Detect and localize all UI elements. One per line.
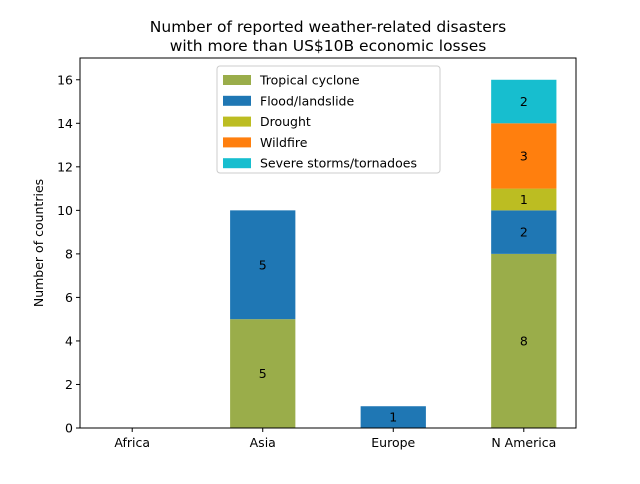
x-tick-label: N America — [491, 435, 556, 450]
y-tick-label: 10 — [57, 203, 73, 218]
legend-swatch — [223, 75, 251, 85]
legend-swatch — [223, 137, 251, 148]
chart-title-line-1: Number of reported weather-related disas… — [150, 18, 506, 36]
bar-segment — [230, 319, 296, 428]
legend-swatch — [223, 95, 251, 106]
bar-segment — [360, 406, 426, 428]
y-tick-label: 4 — [65, 333, 73, 348]
legend-entry-label: Tropical cyclone — [259, 73, 360, 88]
bar-value-label: 8 — [520, 333, 528, 348]
y-axis: 0 2 4 6 8 10 12 14 16 — [57, 72, 80, 436]
legend-swatch — [223, 116, 251, 127]
bar-segment — [230, 210, 296, 320]
x-axis: Africa Asia Europe N America — [114, 428, 556, 450]
x-tick-label: Africa — [114, 435, 150, 450]
y-tick-label: 16 — [57, 72, 73, 87]
bar-segment — [491, 210, 557, 254]
bar-value-label: 3 — [520, 148, 528, 163]
chart-title-line-2: with more than US$10B economic losses — [170, 37, 487, 55]
y-tick-label: 0 — [65, 421, 73, 436]
bar-value-label: 5 — [259, 366, 267, 381]
bar-value-label: 2 — [520, 94, 528, 109]
y-tick-label: 8 — [65, 246, 73, 261]
y-tick-label: 14 — [57, 116, 73, 131]
plot-frame — [79, 57, 577, 429]
bar-value-label: 1 — [520, 192, 528, 207]
legend-entry-label: Severe storms/tornadoes — [260, 156, 417, 171]
bar-segment — [491, 188, 557, 211]
x-tick-label: Europe — [371, 435, 415, 450]
legend-entry-label: Drought — [260, 114, 311, 129]
y-axis-label: Number of countries — [31, 179, 46, 307]
bar-value-label: 5 — [259, 257, 267, 272]
legend-entry-label: Wildfire — [260, 135, 308, 150]
legend[interactable]: Tropical cyclone Flood/landslide Drought Wi… — [216, 65, 441, 174]
x-tick-label: Asia — [250, 435, 276, 450]
y-tick-label: 12 — [57, 159, 73, 174]
y-tick-label: 6 — [65, 290, 73, 305]
legend-swatch — [223, 158, 251, 169]
bar-segment — [491, 79, 557, 124]
bars-layer — [230, 79, 557, 428]
bar-segment — [491, 123, 557, 189]
bar-value-label: 2 — [520, 225, 528, 240]
legend-box — [216, 65, 441, 174]
bar-segment — [491, 253, 557, 428]
bar-value-label: 1 — [389, 410, 397, 425]
y-tick-label: 2 — [65, 377, 73, 392]
legend-entry-label: Flood/landslide — [260, 93, 354, 108]
data-labels-layer: 5 5 1 8 2 1 3 2 — [259, 94, 528, 425]
